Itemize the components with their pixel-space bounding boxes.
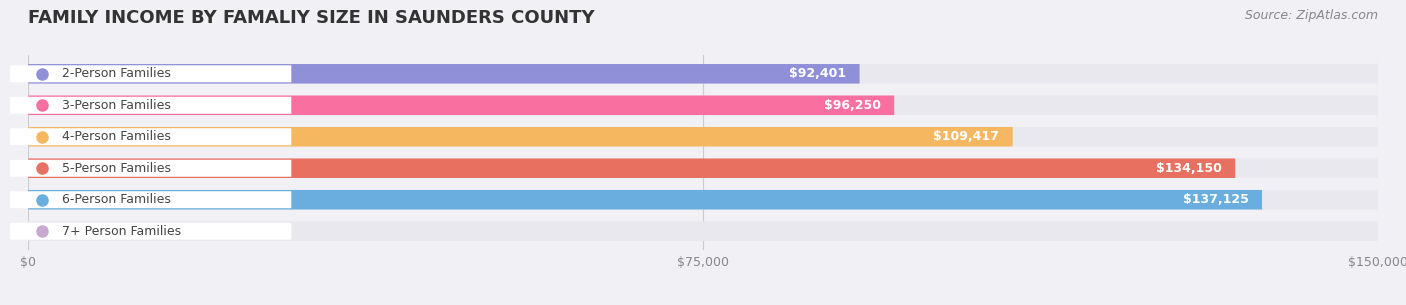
Text: Source: ZipAtlas.com: Source: ZipAtlas.com <box>1244 9 1378 22</box>
FancyBboxPatch shape <box>28 127 1378 146</box>
Text: FAMILY INCOME BY FAMALIY SIZE IN SAUNDERS COUNTY: FAMILY INCOME BY FAMALIY SIZE IN SAUNDER… <box>28 9 595 27</box>
FancyBboxPatch shape <box>10 128 291 145</box>
FancyBboxPatch shape <box>28 127 1012 146</box>
FancyBboxPatch shape <box>10 160 291 177</box>
Text: $0: $0 <box>46 225 63 238</box>
Text: 6-Person Families: 6-Person Families <box>62 193 170 206</box>
FancyBboxPatch shape <box>28 64 859 84</box>
Text: 5-Person Families: 5-Person Families <box>62 162 172 175</box>
Text: $109,417: $109,417 <box>934 130 1000 143</box>
Text: $134,150: $134,150 <box>1156 162 1222 175</box>
FancyBboxPatch shape <box>28 159 1378 178</box>
FancyBboxPatch shape <box>10 223 291 240</box>
Text: $137,125: $137,125 <box>1182 193 1249 206</box>
Text: 2-Person Families: 2-Person Families <box>62 67 170 80</box>
FancyBboxPatch shape <box>28 221 1378 241</box>
FancyBboxPatch shape <box>28 159 1236 178</box>
FancyBboxPatch shape <box>10 97 291 114</box>
FancyBboxPatch shape <box>28 190 1378 210</box>
FancyBboxPatch shape <box>28 95 1378 115</box>
Text: 4-Person Families: 4-Person Families <box>62 130 170 143</box>
FancyBboxPatch shape <box>28 190 1263 210</box>
Text: $96,250: $96,250 <box>824 99 880 112</box>
Text: 3-Person Families: 3-Person Families <box>62 99 170 112</box>
Text: 7+ Person Families: 7+ Person Families <box>62 225 181 238</box>
FancyBboxPatch shape <box>10 191 291 208</box>
FancyBboxPatch shape <box>10 65 291 82</box>
FancyBboxPatch shape <box>28 95 894 115</box>
FancyBboxPatch shape <box>28 64 1378 84</box>
Text: $92,401: $92,401 <box>789 67 846 80</box>
